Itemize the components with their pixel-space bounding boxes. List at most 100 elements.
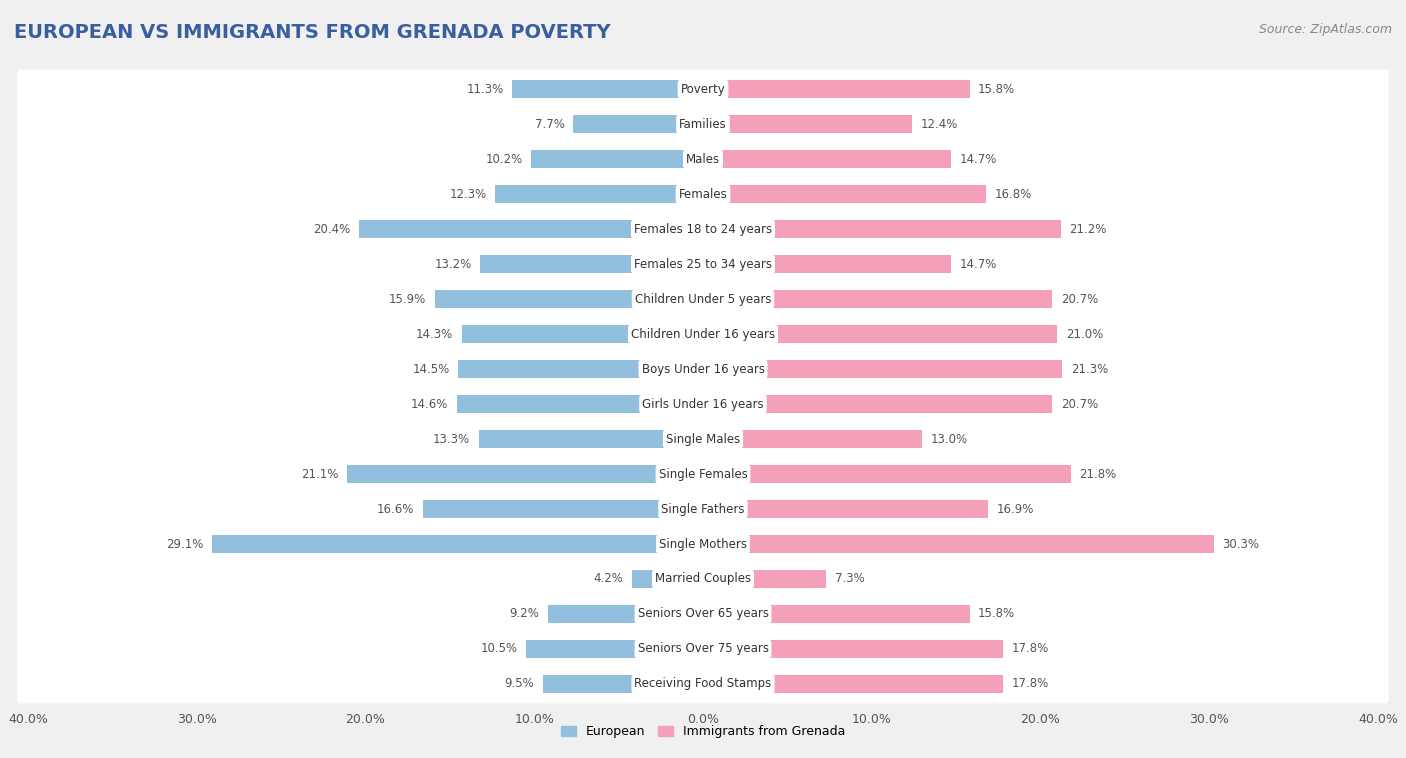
FancyBboxPatch shape [17,139,1389,179]
Bar [434,290,703,309]
Text: 14.3%: 14.3% [416,327,453,340]
Text: 12.3%: 12.3% [450,188,486,201]
FancyBboxPatch shape [17,245,1389,283]
Bar [703,255,950,273]
FancyBboxPatch shape [17,280,1389,318]
Bar [703,395,1052,413]
Text: Seniors Over 65 years: Seniors Over 65 years [637,607,769,621]
FancyBboxPatch shape [17,629,1389,669]
Text: Males: Males [686,152,720,166]
Text: Females 18 to 24 years: Females 18 to 24 years [634,223,772,236]
Text: Females: Females [679,188,727,201]
FancyBboxPatch shape [17,105,1389,144]
Bar [703,605,970,623]
Bar [531,150,703,168]
Bar [703,220,1060,238]
Text: Families: Families [679,117,727,130]
FancyBboxPatch shape [17,559,1389,599]
Text: Single Fathers: Single Fathers [661,503,745,515]
Text: 17.8%: 17.8% [1012,678,1049,691]
Bar [703,535,1215,553]
Bar [703,290,1052,309]
FancyBboxPatch shape [17,664,1389,703]
Bar [703,675,1004,693]
Bar [703,185,987,203]
Text: Poverty: Poverty [681,83,725,96]
FancyBboxPatch shape [17,70,1389,109]
Legend: European, Immigrants from Grenada: European, Immigrants from Grenada [555,720,851,744]
Bar [548,605,703,623]
Text: 21.8%: 21.8% [1080,468,1116,481]
Bar [703,640,1004,658]
Bar [543,675,703,693]
Bar [512,80,703,99]
Text: 29.1%: 29.1% [166,537,204,550]
FancyBboxPatch shape [17,490,1389,528]
Bar [461,325,703,343]
FancyBboxPatch shape [17,525,1389,564]
Text: 14.7%: 14.7% [959,152,997,166]
FancyBboxPatch shape [17,315,1389,354]
Bar [212,535,703,553]
Text: 30.3%: 30.3% [1223,537,1260,550]
FancyBboxPatch shape [17,455,1389,493]
Text: 21.0%: 21.0% [1066,327,1102,340]
FancyBboxPatch shape [17,349,1389,389]
Text: Boys Under 16 years: Boys Under 16 years [641,362,765,375]
Text: Children Under 5 years: Children Under 5 years [634,293,772,305]
Text: 15.8%: 15.8% [979,83,1015,96]
Text: 21.2%: 21.2% [1069,223,1107,236]
Text: 13.0%: 13.0% [931,433,967,446]
Text: 10.2%: 10.2% [485,152,523,166]
Text: 14.6%: 14.6% [411,398,449,411]
Text: Seniors Over 75 years: Seniors Over 75 years [637,643,769,656]
FancyBboxPatch shape [17,384,1389,424]
Bar [703,430,922,448]
Bar [703,115,912,133]
Text: 13.2%: 13.2% [434,258,472,271]
Text: 16.8%: 16.8% [995,188,1032,201]
FancyBboxPatch shape [17,209,1389,249]
Bar [457,395,703,413]
Bar [359,220,703,238]
Text: 9.2%: 9.2% [509,607,540,621]
Text: Single Mothers: Single Mothers [659,537,747,550]
Text: 7.3%: 7.3% [835,572,865,585]
Text: Females 25 to 34 years: Females 25 to 34 years [634,258,772,271]
Bar [526,640,703,658]
Text: 17.8%: 17.8% [1012,643,1049,656]
Text: 14.7%: 14.7% [959,258,997,271]
Text: Married Couples: Married Couples [655,572,751,585]
Text: 11.3%: 11.3% [467,83,503,96]
Bar [703,150,950,168]
Text: 15.9%: 15.9% [389,293,426,305]
Text: 16.9%: 16.9% [997,503,1033,515]
Text: 9.5%: 9.5% [505,678,534,691]
Text: Single Females: Single Females [658,468,748,481]
Bar [574,115,703,133]
Bar [423,500,703,518]
Bar [347,465,703,483]
Text: 4.2%: 4.2% [593,572,624,585]
Text: 21.1%: 21.1% [301,468,339,481]
Text: Receiving Food Stamps: Receiving Food Stamps [634,678,772,691]
Text: 14.5%: 14.5% [413,362,450,375]
Bar [458,360,703,378]
Bar [703,325,1057,343]
Text: 20.4%: 20.4% [314,223,350,236]
Text: 12.4%: 12.4% [921,117,957,130]
Text: 10.5%: 10.5% [481,643,517,656]
Bar [703,570,827,588]
Bar [703,465,1071,483]
Bar [481,255,703,273]
Text: 16.6%: 16.6% [377,503,415,515]
Text: 20.7%: 20.7% [1060,398,1098,411]
Text: 13.3%: 13.3% [433,433,470,446]
Text: Single Males: Single Males [666,433,740,446]
Text: 15.8%: 15.8% [979,607,1015,621]
Text: 20.7%: 20.7% [1060,293,1098,305]
FancyBboxPatch shape [17,174,1389,214]
Text: Girls Under 16 years: Girls Under 16 years [643,398,763,411]
Bar [478,430,703,448]
Text: EUROPEAN VS IMMIGRANTS FROM GRENADA POVERTY: EUROPEAN VS IMMIGRANTS FROM GRENADA POVE… [14,23,610,42]
